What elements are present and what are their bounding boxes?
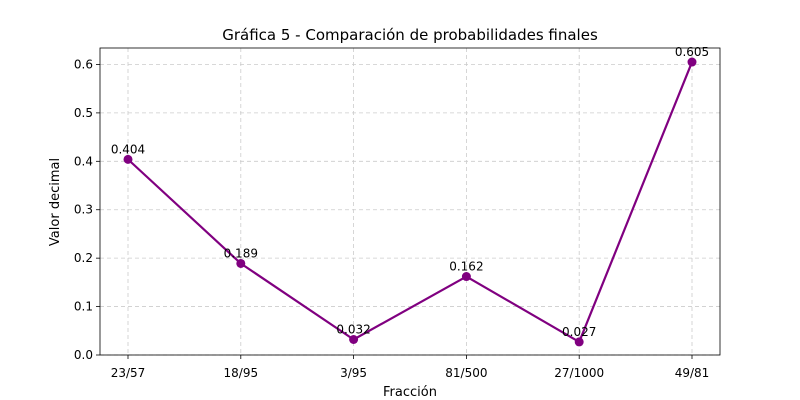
- chart-title: Gráfica 5 - Comparación de probabilidade…: [222, 26, 598, 44]
- data-label: 0.404: [111, 142, 145, 156]
- data-label: 0.189: [224, 246, 258, 260]
- x-tick-label: 81/500: [445, 366, 487, 380]
- data-labels: 0.404 0.189 0.032 0.162 0.027 0.605: [111, 45, 709, 339]
- axis-ticks: 0.0 0.1 0.2 0.3 0.4 0.5 0.6 23/57 18/95 3/95 81/50…: [74, 57, 709, 380]
- data-label: 0.032: [336, 323, 370, 337]
- y-tick-label: 0.0: [74, 348, 93, 362]
- data-point: [461, 272, 471, 282]
- series-line: [127, 61, 694, 344]
- data-label: 0.605: [675, 45, 709, 59]
- y-tick-label: 0.3: [74, 203, 93, 217]
- y-tick-label: 0.6: [74, 57, 93, 71]
- y-axis-label: Valor decimal: [48, 158, 63, 246]
- x-tick-label: 18/95: [224, 366, 259, 380]
- x-tick-label: 49/81: [675, 366, 710, 380]
- data-label: 0.027: [562, 325, 596, 339]
- data-label: 0.162: [449, 260, 483, 274]
- x-tick-label: 23/57: [111, 366, 146, 380]
- x-tick-label: 27/1000: [554, 366, 604, 380]
- y-tick-label: 0.2: [74, 251, 93, 265]
- data-point: [574, 337, 584, 347]
- y-tick-label: 0.4: [74, 154, 93, 168]
- data-series: [123, 57, 697, 347]
- plot-frame: [99, 47, 721, 356]
- x-tick-label: 3/95: [340, 366, 367, 380]
- data-point: [236, 258, 246, 268]
- data-point: [123, 154, 133, 164]
- data-point: [687, 57, 697, 67]
- y-tick-label: 0.5: [74, 106, 93, 120]
- data-point: [349, 335, 359, 345]
- y-tick-label: 0.1: [74, 300, 93, 314]
- x-axis-label: Fracción: [383, 385, 437, 400]
